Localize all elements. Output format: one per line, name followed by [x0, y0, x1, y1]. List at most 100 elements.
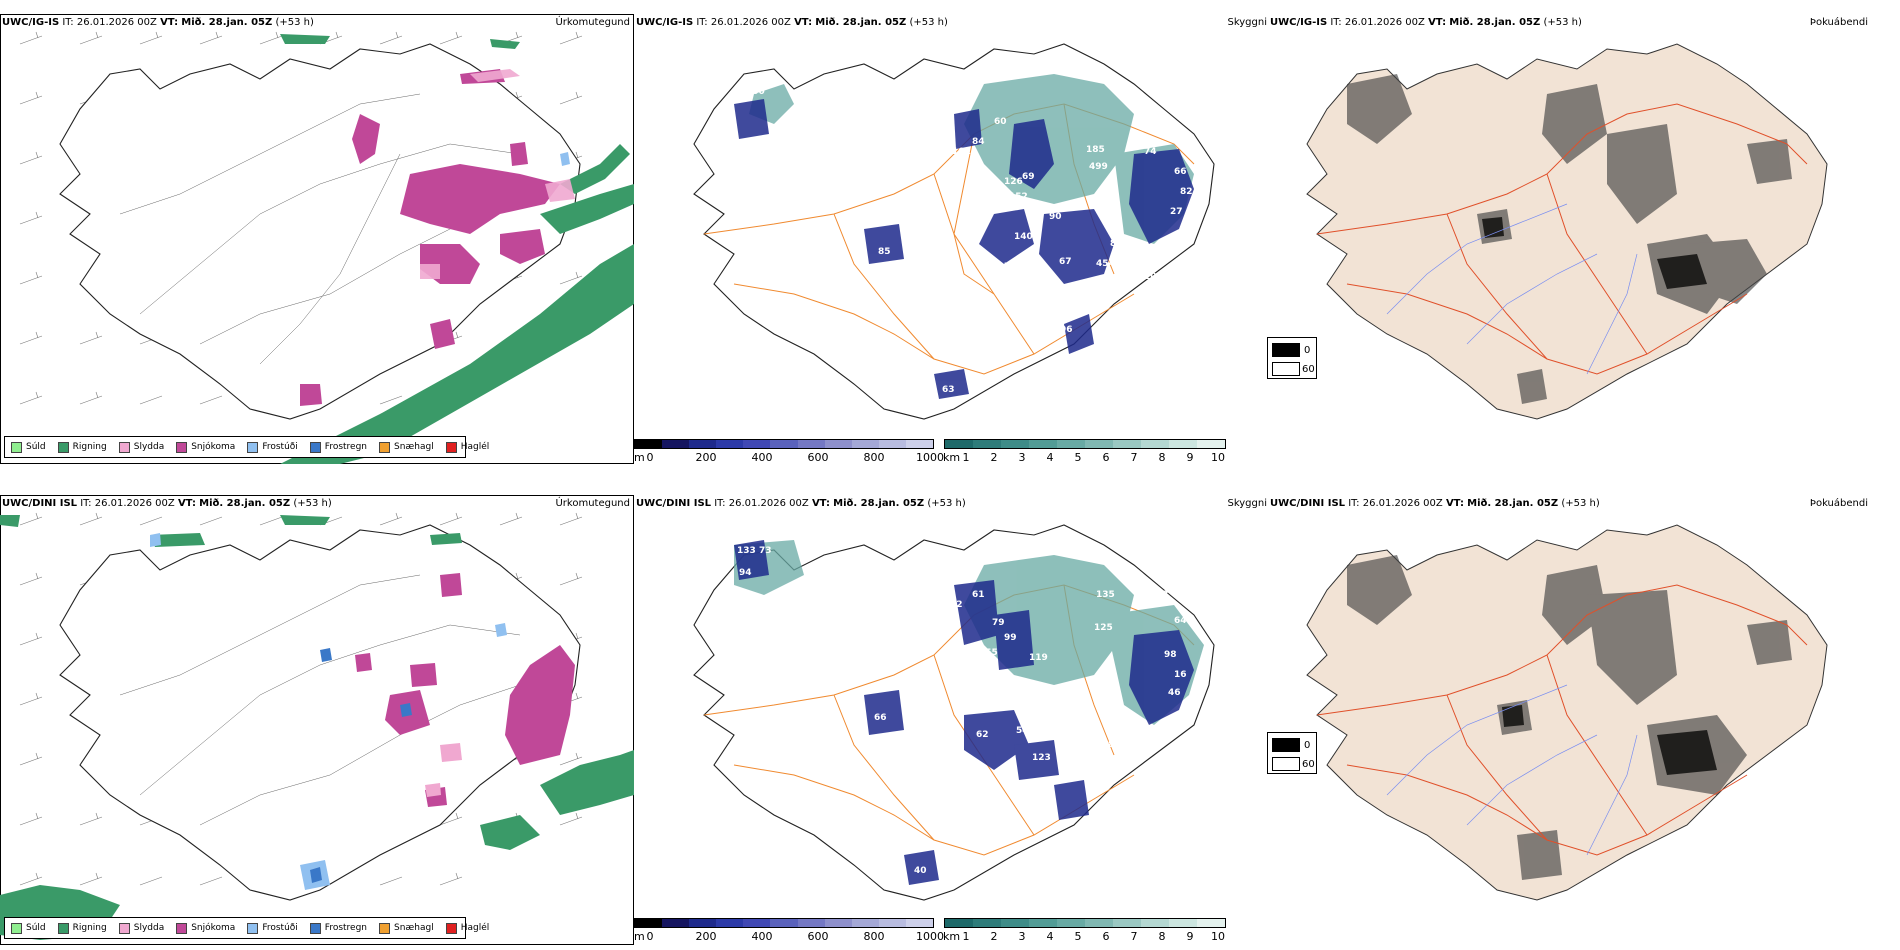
colorbar-segment — [878, 440, 906, 448]
colorbar-segment — [973, 919, 1001, 927]
precip-type-panel-bottom: UWC/DINI ISL IT: 26.01.2026 00Z VT: Mið.… — [0, 495, 634, 945]
precip-legend-item: Slydda — [118, 922, 165, 934]
colorbar-tick-label: 7 — [1130, 930, 1138, 943]
vis-label: 10 — [1126, 746, 1139, 756]
precip-legend-item: Frostúði — [247, 441, 298, 453]
vis-label: 123 — [1032, 753, 1051, 763]
vis-label: 119 — [1029, 653, 1048, 663]
vt-value: Mið. 28.jan. 05Z — [199, 498, 291, 509]
panel-title: Úrkomutegund — [555, 498, 630, 509]
vis-label: 101 — [1084, 731, 1103, 741]
snow-area — [355, 573, 575, 807]
fog-label-0: 0 — [1304, 740, 1311, 751]
vt-value: Mið. 28.jan. 05Z — [1449, 17, 1541, 28]
vis-label: 16 — [1174, 670, 1187, 680]
colorbar-segment — [770, 919, 798, 927]
legend-swatch — [445, 441, 457, 453]
legend-label: Rigning — [72, 923, 107, 933]
colorbar-tick-label: 800 — [863, 930, 885, 943]
colorbar-segment — [743, 440, 771, 448]
visibility-km-unit: km — [943, 930, 961, 943]
precip-map-bottom — [0, 512, 634, 940]
colorbar-segment — [635, 440, 663, 448]
visibility-m-unit: m — [634, 930, 645, 943]
road-lines — [119, 574, 521, 826]
colorbar-segment — [1141, 919, 1169, 927]
panel-title: Þokuábendi — [1809, 498, 1868, 509]
legend-label: Snæhagl — [394, 442, 434, 452]
vis-label: 70 — [1004, 262, 1017, 272]
colorbar-segment — [851, 919, 879, 927]
colorbar-tick-label: 800 — [863, 451, 885, 464]
vis-label: 499 — [1089, 162, 1108, 172]
colorbar-segment — [905, 440, 934, 448]
legend-swatch — [247, 922, 259, 934]
it-value: 26.01.2026 00Z — [94, 498, 175, 509]
colorbar-segment — [770, 440, 798, 448]
vis-label: 60 — [994, 117, 1007, 127]
legend-label: Haglél — [460, 923, 490, 933]
legend-label: Snæhagl — [394, 923, 434, 933]
precip-legend-item: Snjókoma — [176, 922, 235, 934]
rivers — [1386, 203, 1638, 375]
vis-label: 61 — [972, 590, 985, 600]
model-name: UWC/IG-IS — [1270, 17, 1328, 28]
colorbar-tick-label: 400 — [751, 930, 773, 943]
vt-label: VT: — [1428, 17, 1447, 28]
vt-value: Mið. 28.jan. 05Z — [1467, 498, 1559, 509]
vis-label: 84 — [972, 137, 985, 147]
colorbar-segment — [1113, 440, 1141, 448]
fog-map-bottom — [1306, 524, 1828, 901]
lead-time: (+53 h) — [275, 17, 314, 28]
colorbar-tick-label: 6 — [1102, 930, 1110, 943]
colorbar-segment — [1057, 919, 1085, 927]
colorbar-tick-label: 200 — [695, 451, 717, 464]
it-label: IT: — [62, 17, 74, 28]
fog-swatch-0 — [1272, 738, 1300, 752]
vis-label: 99 — [1004, 633, 1017, 643]
it-label: IT: — [714, 498, 726, 509]
vis-label: 40 — [914, 866, 927, 876]
colorbar-segment — [945, 919, 973, 927]
panel-header: UWC/DINI ISL IT: 26.01.2026 00Z VT: Mið.… — [636, 498, 966, 509]
it-label: IT: — [696, 17, 708, 28]
vt-value: Mið. 28.jan. 05Z — [815, 17, 907, 28]
model-name: UWC/DINI ISL — [1270, 498, 1346, 509]
precip-legend-item: Frostregn — [309, 441, 367, 453]
freezing-rain-area — [310, 648, 412, 883]
panel-header: UWC/DINI ISL IT: 26.01.2026 00Z VT: Mið.… — [2, 498, 332, 509]
vis-label: 126 — [1004, 177, 1023, 187]
panel-header: UWC/IG-IS IT: 26.01.2026 00Z VT: Mið. 28… — [636, 17, 948, 28]
vis-label: 83 — [1122, 570, 1135, 580]
vt-label: VT: — [1445, 498, 1464, 509]
colorbar-segment — [1085, 919, 1113, 927]
legend-label: Slydda — [133, 923, 165, 933]
precip-legend-items: Súld Rigning Slydda Snjókoma Frostúði Frostre… — [11, 922, 501, 934]
colorbar-segment — [1029, 440, 1057, 448]
vis-label: 63 — [942, 385, 955, 395]
legend-swatch — [57, 922, 69, 934]
fog-panel-bottom: UWC/DINI ISL IT: 26.01.2026 00Z VT: Mið.… — [1267, 495, 1900, 950]
visibility-panel-top: UWC/IG-IS IT: 26.01.2026 00Z VT: Mið. 28… — [634, 14, 1267, 470]
colorbar-tick-label: 9 — [1186, 451, 1194, 464]
visibility-m-colorbar — [634, 439, 934, 449]
precip-legend: Súld Rigning Slydda Snjókoma Frostúði Frostre… — [4, 917, 489, 939]
colorbar-segment — [1197, 919, 1225, 927]
legend-swatch — [176, 441, 188, 453]
vis-label: 67 — [1059, 257, 1072, 267]
vis-label: 90 — [1049, 212, 1062, 222]
colorbar-tick-label: 3 — [1018, 451, 1026, 464]
panel-title: Úrkomutegund — [555, 17, 630, 28]
vis-label: 63 — [1156, 590, 1169, 600]
precip-legend-item: Rigning — [57, 922, 107, 934]
legend-swatch — [11, 922, 22, 934]
vis-label: 62 — [976, 730, 989, 740]
colorbar-segment — [1113, 919, 1141, 927]
colorbar-tick-label: 6 — [1102, 451, 1110, 464]
lead-time: (+53 h) — [1543, 17, 1582, 28]
vis-label: 99 — [1079, 287, 1092, 297]
legend-swatch — [379, 922, 391, 934]
colorbar-segment — [797, 919, 825, 927]
colorbar-segment — [1057, 440, 1085, 448]
colorbar-tick-label: 8 — [1158, 451, 1166, 464]
